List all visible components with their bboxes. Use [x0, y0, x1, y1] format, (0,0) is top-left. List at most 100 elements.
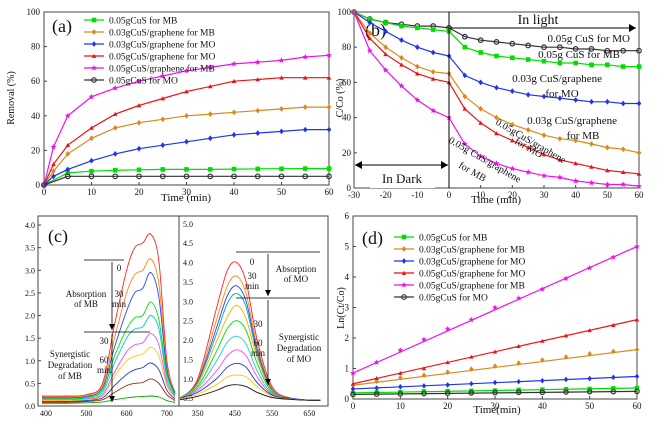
a-point: [302, 173, 309, 180]
panel-b-in-dark: In Dark: [382, 171, 423, 186]
a-point: [302, 126, 308, 133]
a-point: [231, 60, 237, 67]
b-xtick-label: -30: [348, 190, 360, 200]
a-point: [65, 166, 71, 173]
a-point: [88, 93, 95, 100]
a-point: [326, 166, 332, 171]
b-point: [382, 67, 389, 73]
panel-d-series: [350, 243, 640, 398]
d-point: [350, 386, 356, 392]
a-point: [207, 167, 213, 172]
b-point: [620, 47, 627, 54]
panel-c-mo-degr-arrowhead: [265, 379, 271, 385]
a-point: [51, 168, 56, 175]
c-left-xtick-label: 600: [121, 409, 133, 418]
panel-d-yticks: 0 1 2 3 4 5 6: [345, 211, 356, 404]
c-left-xtick-label: 500: [80, 409, 92, 418]
b-point: [541, 44, 547, 51]
a-legend-marker: [91, 64, 97, 71]
b-point: [557, 157, 563, 162]
b-point: [573, 137, 578, 144]
d-point: [563, 376, 569, 383]
c-left-curve: [41, 233, 176, 397]
d-point: [539, 286, 546, 292]
d-point: [516, 360, 521, 366]
d-point: [398, 370, 403, 375]
d-point: [586, 388, 593, 395]
d-point: [634, 243, 640, 249]
b-point: [604, 181, 611, 187]
c-right-ytick-label: 4.0: [183, 259, 193, 268]
b-point: [573, 60, 578, 66]
d-point: [634, 385, 640, 391]
b-ytick-label: 80: [342, 42, 352, 52]
b-point: [620, 146, 626, 153]
d-ytick-label: 4: [345, 272, 350, 282]
c-right-ytick-label: 3.5: [183, 278, 193, 287]
b-point: [414, 96, 421, 103]
panel-a: (a) Removal (%) Time (min) 0 10 20 30 40 50 60…: [6, 7, 334, 204]
d-point: [634, 388, 640, 395]
panel-d: (d) Ln(Ct/Co) Time(min) 0 10 20 30 40 50 60 0 1…: [336, 211, 642, 416]
panel-a-label: (a): [52, 16, 72, 37]
b-point: [462, 93, 468, 100]
b-point: [478, 105, 483, 112]
a-point: [279, 166, 284, 172]
a-point: [160, 96, 166, 101]
d-point: [421, 383, 427, 389]
a-point: [207, 111, 213, 117]
d-point: [587, 351, 592, 357]
panel-c-mb-t30a: 30: [115, 289, 125, 299]
b-point: [430, 27, 436, 32]
b-point: [605, 144, 610, 151]
d-ytick-label: 2: [345, 333, 350, 343]
a-point: [254, 59, 261, 65]
b-point: [589, 98, 594, 105]
d-point: [540, 357, 545, 363]
b-point: [589, 164, 594, 169]
a-point: [231, 173, 237, 180]
a-point: [231, 109, 237, 116]
panel-b: (b) C/Co (%) Time (min) -30 -20 -10 0 10 20 30…: [335, 7, 644, 206]
b-point: [510, 121, 515, 128]
a-point: [41, 182, 47, 188]
b-point: [605, 62, 610, 68]
a-point: [65, 170, 71, 176]
a-point: [160, 142, 166, 149]
b-point: [462, 72, 468, 79]
b-point: [494, 84, 499, 91]
b-point: [478, 120, 483, 125]
b-point: [367, 16, 373, 22]
b-point: [620, 64, 626, 69]
a-point: [51, 173, 56, 180]
d-legend-marker: [401, 270, 407, 275]
b-point: [636, 100, 642, 107]
d-point: [492, 379, 498, 386]
d-legend-marker: [401, 281, 407, 288]
a-point: [326, 104, 332, 111]
panel-c-synergistic-mo-2: Degradation: [277, 343, 322, 353]
b-point: [605, 168, 610, 173]
b-point: [494, 53, 499, 59]
panel-c-mo-t30b: 30: [254, 319, 264, 329]
d-point: [587, 375, 592, 382]
b-point: [556, 44, 563, 51]
d-point: [373, 391, 380, 397]
b-point: [556, 174, 563, 180]
d-ytick-label: 6: [345, 211, 350, 221]
b-point: [525, 57, 531, 62]
d-point: [469, 354, 474, 359]
d-point: [374, 385, 379, 391]
d-point: [563, 333, 569, 338]
d-fit-line: [352, 390, 638, 396]
a-ytick-label: 20: [31, 145, 41, 155]
a-point: [136, 119, 142, 126]
panel-c-mb-t0: 0: [117, 263, 122, 273]
a-xtick-label: 60: [325, 187, 335, 197]
d-legend-marker: [401, 246, 407, 252]
a-legend-label: 0.03gCuS/graphene for MB: [109, 28, 215, 39]
a-point: [207, 84, 213, 89]
c-left-curve: [41, 272, 176, 399]
a-point: [159, 173, 166, 180]
d-point: [492, 389, 498, 396]
